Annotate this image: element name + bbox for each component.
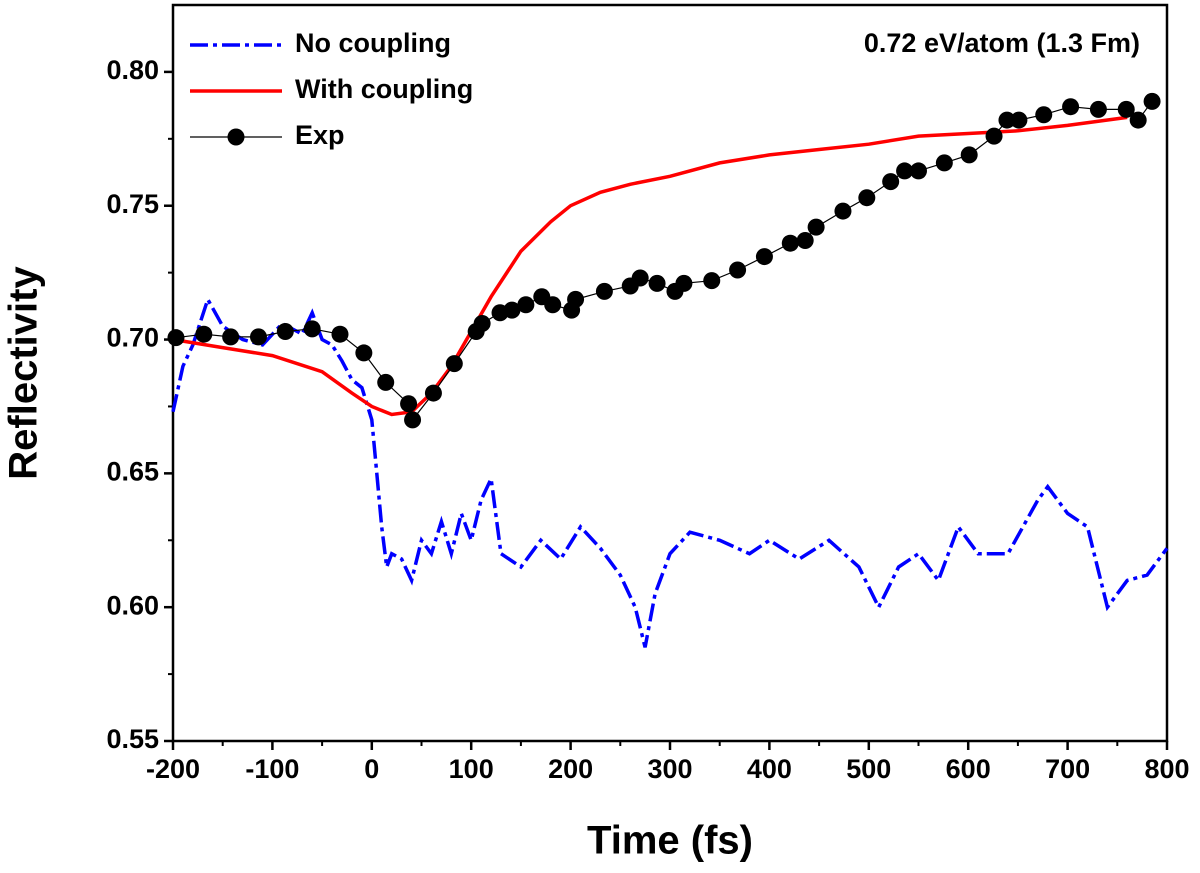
data-point (1117, 100, 1135, 118)
legend-label: Exp (295, 120, 345, 150)
x-tick-label: -200 (146, 754, 200, 784)
data-point (517, 296, 535, 314)
data-point (544, 296, 562, 314)
data-point (167, 329, 185, 347)
data-point (1129, 111, 1147, 129)
series-line (172, 115, 1128, 417)
x-tick-label: 500 (846, 754, 891, 784)
data-point (729, 261, 747, 279)
x-tick-label: 400 (747, 754, 792, 784)
data-point (222, 328, 240, 346)
data-point (896, 162, 914, 180)
legend-label: With coupling (295, 74, 473, 104)
x-tick-label: 600 (946, 754, 991, 784)
data-point (1143, 92, 1161, 110)
data-point (631, 269, 649, 287)
data-point (377, 373, 395, 391)
y-tick-label: 0.75 (106, 189, 159, 219)
x-tick-label: -100 (245, 754, 299, 784)
data-point (1010, 111, 1028, 129)
data-point (781, 234, 799, 252)
series-line (171, 295, 1169, 648)
data-point (1089, 100, 1107, 118)
data-point (858, 189, 876, 207)
x-tick-label: 700 (1045, 754, 1090, 784)
data-point (755, 248, 773, 266)
data-point (276, 323, 294, 341)
data-point (567, 290, 585, 308)
data-point (1062, 98, 1080, 116)
y-tick-label: 0.60 (106, 590, 159, 620)
y-tick-label: 0.55 (106, 724, 159, 754)
data-point (404, 411, 422, 429)
annotation: 0.72 eV/atom (1.3 Fm) (864, 28, 1140, 58)
data-point (985, 127, 1003, 145)
y-tick-label: 0.70 (106, 323, 159, 353)
x-tick-label: 800 (1144, 754, 1189, 784)
data-point (473, 314, 491, 332)
data-point (882, 173, 900, 191)
data-point (796, 232, 814, 250)
data-point (595, 282, 613, 300)
data-point (195, 325, 213, 343)
data-point (303, 320, 321, 338)
data-point (355, 344, 373, 362)
y-tick-label: 0.65 (106, 456, 159, 486)
data-point (249, 328, 267, 346)
data-point (1035, 106, 1053, 124)
data-point (935, 154, 953, 172)
data-point (445, 355, 463, 373)
data-point (834, 202, 852, 220)
data-point (648, 274, 666, 292)
x-tick-label: 300 (647, 754, 692, 784)
x-tick-label: 0 (364, 754, 379, 784)
data-point (807, 218, 825, 236)
data-point (910, 162, 927, 180)
x-tick-label: 100 (449, 754, 494, 784)
y-tick-label: 0.80 (106, 55, 159, 85)
legend-label: No coupling (295, 28, 451, 58)
data-point (503, 301, 521, 319)
data-point (703, 272, 721, 290)
data-point (400, 395, 418, 413)
legend-marker (227, 128, 245, 146)
plot-frame (171, 3, 1169, 743)
data-point (675, 274, 693, 292)
data-point (998, 111, 1016, 129)
data-point (331, 325, 349, 343)
x-axis-title: Time (fs) (587, 819, 753, 863)
data-point (960, 146, 978, 164)
y-axis-title: Reflectivity (2, 266, 46, 480)
x-tick-label: 200 (548, 754, 593, 784)
data-point (424, 384, 442, 402)
